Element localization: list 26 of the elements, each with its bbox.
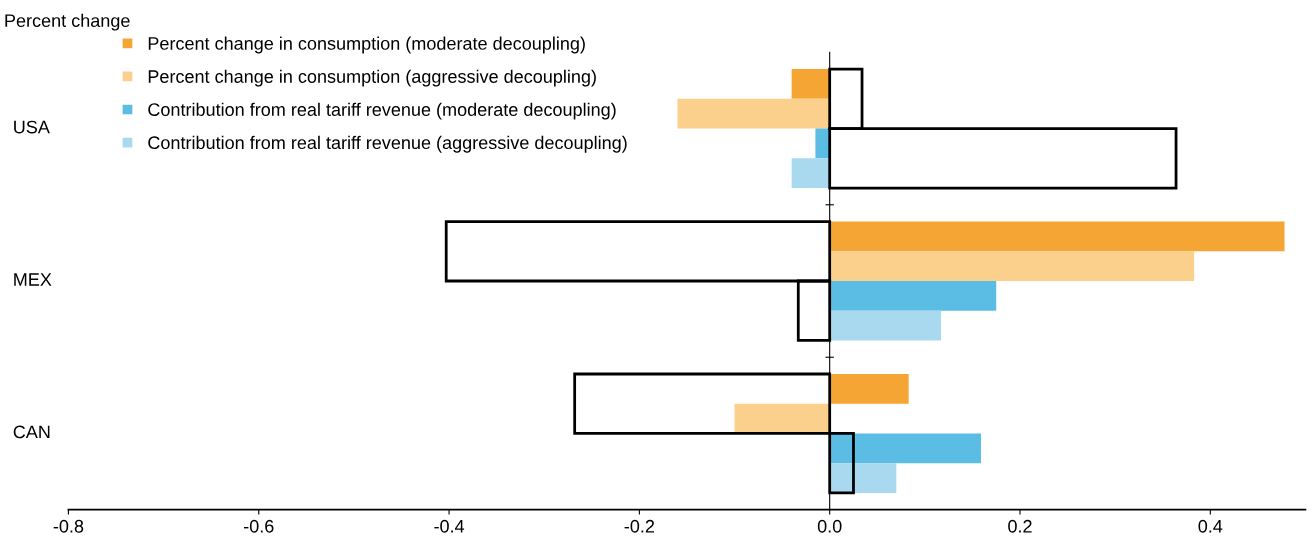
y-tick-label: CAN	[13, 425, 50, 439]
x-tick-label: -0.8	[53, 519, 84, 533]
bar	[734, 403, 830, 434]
bar	[829, 251, 1195, 282]
bar	[791, 158, 830, 189]
x-tick-label: 0.2	[1008, 519, 1032, 533]
bar	[829, 221, 1285, 252]
bar	[791, 69, 830, 99]
bar	[829, 281, 997, 311]
x-tick-label: -0.6	[243, 519, 274, 533]
y-tick-label: USA	[14, 120, 50, 134]
bar	[677, 98, 830, 129]
x-tick-label: 0.0	[817, 519, 842, 533]
legend-label: Contribution from real tariff revenue (aggressive decoupling)	[148, 135, 627, 153]
x-tick-label: -0.2	[624, 519, 655, 533]
bar	[829, 463, 897, 493]
x-tick-label: 0.4	[1198, 519, 1223, 533]
bar	[829, 310, 942, 341]
y-tick-label: MEX	[14, 273, 52, 286]
legend-label: Contribution from real tariff revenue (moderate decoupling)	[148, 102, 616, 120]
bar	[829, 433, 981, 464]
legend-label: Percent change in consumption (moderate decoupling)	[148, 36, 585, 54]
bar	[829, 374, 909, 404]
legend-label: Percent change in consumption (aggressive decoupling)	[148, 69, 596, 87]
y-axis-title: Percent change	[5, 13, 130, 31]
x-tick-label: -0.4	[434, 519, 465, 533]
